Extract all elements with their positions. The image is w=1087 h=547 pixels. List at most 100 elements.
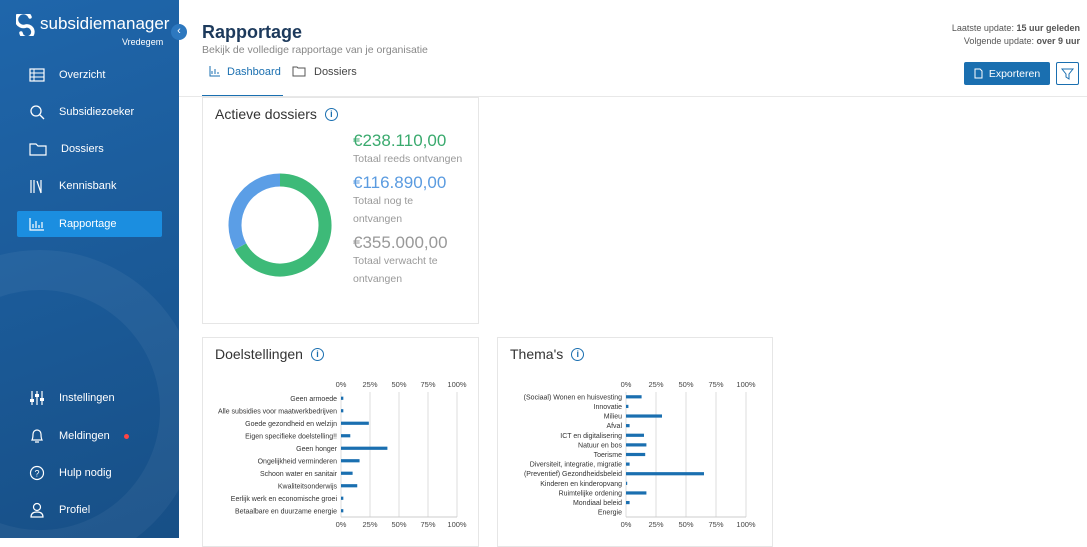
bar xyxy=(626,443,647,447)
y-tick-label: Mondiaal beleid xyxy=(573,500,622,507)
donut-segment xyxy=(228,173,281,250)
x-tick-label: 75% xyxy=(420,380,435,389)
title: Actieve dossiers xyxy=(215,106,317,122)
nav-item[interactable]: Subsidiezoeker xyxy=(17,99,162,125)
nav-label: Subsidiezoeker xyxy=(59,106,135,118)
label: Volgende update: xyxy=(963,36,1034,46)
x-tick-label: 100% xyxy=(447,380,467,389)
notification-dot xyxy=(123,433,129,439)
amount: €238.110,00 xyxy=(353,131,447,150)
x-tick-label: 25% xyxy=(362,380,377,389)
y-tick-label: Afval xyxy=(606,423,622,430)
info-icon[interactable]: i xyxy=(571,347,585,361)
amount: €116.890,00 xyxy=(353,173,447,192)
page-subtitle: Bekijk de volledige rapportage van je or… xyxy=(202,44,428,56)
bar xyxy=(626,414,662,418)
x-tick-label: 50% xyxy=(678,520,693,529)
nav-label: Meldingen xyxy=(59,430,110,442)
tab-label: Dashboard xyxy=(227,66,281,78)
donut-chart xyxy=(228,173,332,277)
x-tick-label: 75% xyxy=(708,380,723,389)
title: Doelstellingen xyxy=(215,346,303,362)
nav-item[interactable]: Instellingen xyxy=(17,385,162,411)
y-tick-label: (Preventief) Gezondheidsbeleid xyxy=(524,471,622,478)
y-tick-label: Natuur en bos xyxy=(578,442,622,449)
x-tick-label: 50% xyxy=(391,380,406,389)
label: Laatste update: xyxy=(951,23,1014,33)
nav-label: Rapportage xyxy=(59,218,117,230)
bar-chart: 0% 0% 25% 25% 50% 50% 75% 75% 100% 100% Geen armoe… xyxy=(218,380,467,529)
y-tick-label: Ruimtelijke ordening xyxy=(559,490,623,497)
export-button[interactable]: Exporteren xyxy=(964,62,1050,85)
brand: subsidiemanager xyxy=(40,14,170,33)
page-title: Rapportage xyxy=(202,22,303,42)
y-tick-label: ICT en digitalisering xyxy=(560,433,622,440)
amount-label: Totaal nog te ontvangen xyxy=(353,195,414,225)
x-tick-label: 0% xyxy=(621,380,632,389)
bar xyxy=(626,481,628,485)
card-title: Actieve dossiers i xyxy=(215,106,338,122)
info-icon[interactable]: i xyxy=(324,107,338,121)
y-tick-label: (Sociaal) Wonen en huisvesting xyxy=(524,394,622,401)
tab-active[interactable]: Dashboard xyxy=(202,66,283,97)
y-tick-label: Kinderen en kinderopvang xyxy=(540,481,622,488)
bar xyxy=(626,472,704,476)
x-tick-label: 100% xyxy=(736,520,756,529)
button-label: Exporteren xyxy=(988,67,1041,80)
card: Thema's i 0% 0% 25% 25% 50% 50% 75% 75% 100% 100% (… xyxy=(497,337,773,547)
nav-item[interactable]: Rapportage xyxy=(17,211,162,237)
y-tick-label: Kwaliteitsonderwijs xyxy=(278,483,338,490)
filter-button[interactable] xyxy=(1056,62,1079,85)
nav-label: Instellingen xyxy=(59,392,115,404)
y-tick-label: Eerlijk werk en economische groei xyxy=(231,496,338,503)
nav-item[interactable]: Meldingen xyxy=(17,423,162,449)
bar xyxy=(341,484,358,488)
decoration xyxy=(0,250,179,538)
bar xyxy=(341,421,369,425)
bar xyxy=(341,446,388,450)
tab[interactable]: Dossiers xyxy=(292,66,357,78)
bar xyxy=(341,496,344,500)
amount: €355.000,00 xyxy=(353,233,448,252)
nav-item[interactable]: ? Hulp nodig xyxy=(17,460,162,486)
bar xyxy=(626,500,630,505)
legend: €238.110,00 Totaal reeds ontvangen €116.… xyxy=(353,132,463,288)
nav-label: Hulp nodig xyxy=(59,467,112,479)
bar xyxy=(626,491,647,495)
bar xyxy=(626,433,644,437)
bar xyxy=(626,395,642,399)
card: Doelstellingen i 0% 0% 25% 25% 50% 50% 75% 75% 10… xyxy=(202,337,479,547)
collapse-button[interactable]: ‹ xyxy=(171,24,187,40)
tab-label: Dossiers xyxy=(314,66,357,78)
nav-label: Kennisbank xyxy=(59,180,117,192)
x-tick-label: 75% xyxy=(420,520,435,529)
y-tick-label: Ongelijkheid verminderen xyxy=(258,458,337,465)
nav-item[interactable]: Dossiers xyxy=(17,136,162,162)
x-tick-label: 25% xyxy=(648,380,663,389)
y-tick-label: Schoon water en sanitair xyxy=(260,471,338,478)
y-tick-label: Eigen specifieke doelstelling!! xyxy=(245,433,337,440)
nav-item[interactable]: Overzicht xyxy=(17,62,162,88)
update-info: Laatste update: 15 uur geleden Volgende … xyxy=(952,22,1080,48)
donut-segment xyxy=(234,173,332,277)
nav-label: Dossiers xyxy=(61,143,104,155)
divider xyxy=(179,96,1087,97)
nav-item[interactable]: Profiel xyxy=(17,497,162,523)
x-tick-label: 0% xyxy=(336,380,347,389)
x-tick-label: 100% xyxy=(736,380,756,389)
bar xyxy=(341,459,360,463)
y-tick-label: Betaalbare en duurzame energie xyxy=(235,508,337,515)
x-tick-label: 25% xyxy=(648,520,663,529)
bar xyxy=(626,462,630,466)
info-icon[interactable]: i xyxy=(310,347,324,361)
bar xyxy=(341,396,344,400)
nav-item[interactable]: Kennisbank xyxy=(17,173,162,199)
x-tick-label: 25% xyxy=(362,520,377,529)
value: over 9 uur xyxy=(1036,36,1080,46)
x-tick-label: 50% xyxy=(391,520,406,529)
bar-chart: 0% 0% 25% 25% 50% 50% 75% 75% 100% 100% (Sociaal) … xyxy=(524,380,756,529)
bar xyxy=(341,409,344,413)
card-title: Doelstellingen i xyxy=(215,346,324,362)
x-tick-label: 0% xyxy=(336,520,347,529)
